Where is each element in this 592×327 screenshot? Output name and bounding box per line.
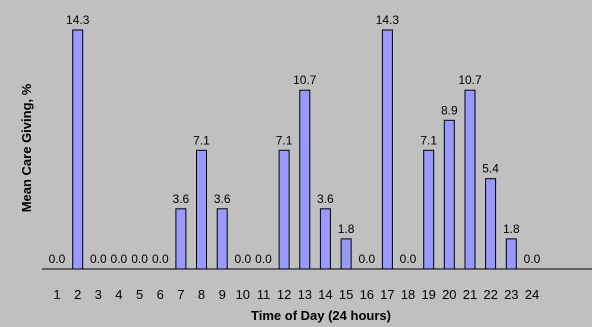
x-tick-label-20: 20 bbox=[442, 287, 456, 302]
bar-12 bbox=[278, 149, 290, 270]
bar-13 bbox=[299, 89, 311, 270]
x-tick-label-22: 22 bbox=[483, 287, 497, 302]
x-axis-title: Time of Day (24 hours) bbox=[251, 308, 391, 323]
x-tick-label-24: 24 bbox=[525, 287, 539, 302]
x-tick-label-19: 19 bbox=[421, 287, 435, 302]
x-tick-label-11: 11 bbox=[257, 287, 271, 302]
x-tick-label-10: 10 bbox=[236, 287, 250, 302]
x-tick-label-8: 8 bbox=[198, 287, 205, 302]
value-label-6: 0.0 bbox=[152, 252, 169, 266]
x-tick-label-16: 16 bbox=[360, 287, 374, 302]
x-tick-label-6: 6 bbox=[157, 287, 164, 302]
x-tick-label-3: 3 bbox=[95, 287, 102, 302]
bar-9 bbox=[216, 208, 228, 270]
x-tick-label-13: 13 bbox=[298, 287, 312, 302]
x-tick-label-1: 1 bbox=[53, 287, 60, 302]
value-label-11: 0.0 bbox=[255, 252, 272, 266]
y-axis-title: Mean Care Giving, % bbox=[19, 83, 34, 212]
x-tick-label-23: 23 bbox=[504, 287, 518, 302]
bar-15 bbox=[340, 238, 352, 270]
bar-22 bbox=[485, 178, 497, 270]
value-labels-group: 0.014.30.0 0.0 0.0 0.03.67.13.60.0 0.07.110.… bbox=[49, 13, 541, 266]
value-label-8: 7.1 bbox=[193, 133, 210, 147]
value-label-13: 10.7 bbox=[293, 73, 317, 87]
x-tick-label-9: 9 bbox=[219, 287, 226, 302]
value-label-19: 7.1 bbox=[420, 133, 437, 147]
value-label-4: 0.0 bbox=[111, 252, 128, 266]
x-tick-label-5: 5 bbox=[136, 287, 143, 302]
x-tick-label-2: 2 bbox=[74, 287, 81, 302]
value-label-17: 14.3 bbox=[376, 13, 400, 27]
value-label-9: 3.6 bbox=[214, 192, 231, 206]
x-tick-label-7: 7 bbox=[177, 287, 184, 302]
bar-2 bbox=[72, 29, 84, 270]
bar-8 bbox=[196, 149, 207, 270]
bar-7 bbox=[175, 208, 187, 270]
value-label-24: 0.0 bbox=[524, 252, 541, 266]
bar-17 bbox=[381, 29, 393, 270]
x-tick-label-17: 17 bbox=[380, 287, 394, 302]
value-label-3: 0.0 bbox=[90, 252, 107, 266]
value-label-1: 0.0 bbox=[49, 252, 66, 266]
bar-20 bbox=[443, 119, 455, 270]
x-tick-label-4: 4 bbox=[115, 287, 122, 302]
value-label-20: 8.9 bbox=[441, 103, 458, 117]
x-tick-label-21: 21 bbox=[463, 287, 477, 302]
x-tick-label-18: 18 bbox=[401, 287, 415, 302]
bars-group bbox=[72, 29, 517, 270]
bar-14 bbox=[319, 208, 331, 270]
bar-19 bbox=[423, 149, 435, 270]
x-tick-label-12: 12 bbox=[277, 287, 291, 302]
x-tick-label-15: 15 bbox=[339, 287, 353, 302]
value-label-21: 10.7 bbox=[458, 73, 482, 87]
value-label-10: 0.0 bbox=[234, 252, 251, 266]
value-label-16: 0.0 bbox=[358, 252, 375, 266]
value-label-22: 5.4 bbox=[482, 162, 499, 176]
value-label-18: 0.0 bbox=[400, 252, 417, 266]
bar-21 bbox=[464, 89, 476, 270]
value-label-2: 14.3 bbox=[66, 13, 90, 27]
value-label-14: 3.6 bbox=[317, 192, 334, 206]
value-label-5: 0.0 bbox=[131, 252, 148, 266]
value-label-7: 3.6 bbox=[173, 192, 190, 206]
value-label-23: 1.8 bbox=[503, 222, 520, 236]
value-label-12: 7.1 bbox=[276, 133, 293, 147]
value-label-15: 1.8 bbox=[338, 222, 355, 236]
x-tick-label-14: 14 bbox=[318, 287, 332, 302]
x-ticks-group: 1 2 3 4 5 6 7 8 9 10 11 12 13 14 15 16 17 18 19 20 21 22 23 24 bbox=[53, 287, 539, 302]
bar-23 bbox=[505, 238, 517, 270]
